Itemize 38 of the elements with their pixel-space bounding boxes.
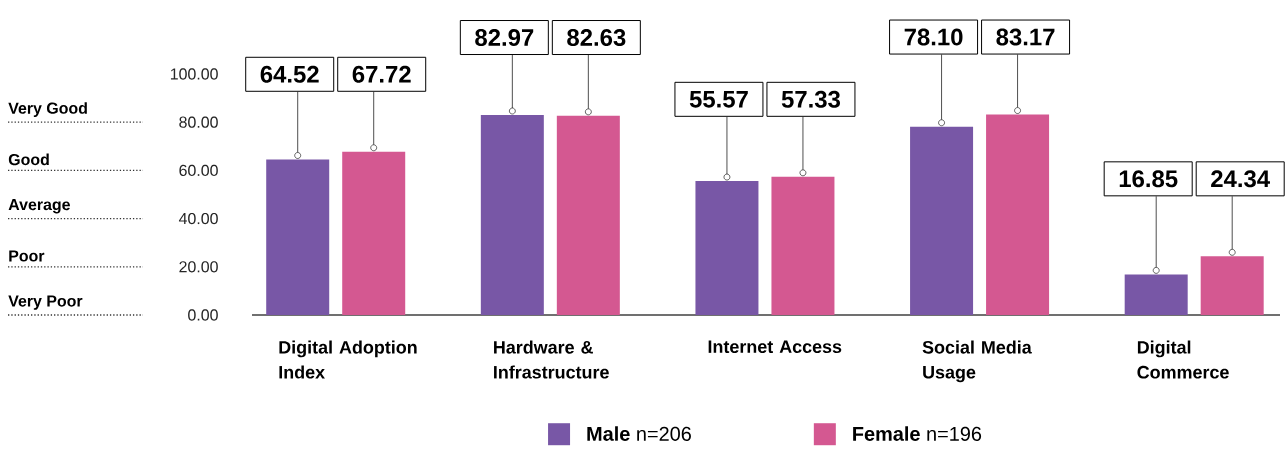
legend-label: Male n=206 bbox=[587, 426, 691, 441]
y-tick-label: 20.00 bbox=[179, 261, 218, 273]
x-tick-label: Social Media Usage bbox=[922, 340, 1032, 383]
bar bbox=[342, 151, 406, 315]
data-label: 64.52 bbox=[260, 65, 319, 83]
data-label: 55.57 bbox=[689, 90, 748, 108]
text: Poor bbox=[9, 250, 45, 262]
bar bbox=[266, 159, 330, 315]
text: Very Good bbox=[8, 102, 87, 117]
bar bbox=[556, 115, 620, 315]
y-tick-label: 40.00 bbox=[178, 212, 218, 225]
bar bbox=[771, 176, 835, 315]
data-label: 78.10 bbox=[904, 28, 963, 46]
bar bbox=[695, 181, 759, 315]
bar bbox=[910, 126, 974, 315]
data-label: 67.72 bbox=[352, 65, 411, 83]
x-tick-label: Digital Commerce bbox=[1137, 340, 1229, 379]
data-label: 24.34 bbox=[1211, 170, 1270, 188]
text: Very Poor bbox=[8, 295, 83, 310]
bar bbox=[1200, 256, 1264, 315]
y-tick-label: 80.00 bbox=[179, 116, 218, 128]
bar bbox=[480, 115, 544, 315]
text: Good bbox=[8, 153, 49, 166]
data-label: 16.85 bbox=[1119, 170, 1178, 188]
data-label: 83.17 bbox=[996, 28, 1055, 46]
text: Average bbox=[8, 199, 70, 214]
y-tick-label: 0.00 bbox=[188, 309, 218, 321]
data-label: 82.63 bbox=[567, 29, 626, 47]
y-tick-label: 60.00 bbox=[179, 164, 218, 177]
data-label: 82.97 bbox=[475, 29, 534, 46]
data-label: 57.33 bbox=[781, 90, 840, 108]
x-tick-label: Digital Adoption Index bbox=[279, 340, 417, 379]
x-tick-label: Hardware & Infrastructure bbox=[494, 340, 609, 379]
bar bbox=[1124, 274, 1188, 315]
y-tick-label: 100.00 bbox=[170, 68, 218, 80]
bar bbox=[986, 114, 1050, 315]
x-tick-label: Internet Access bbox=[708, 340, 842, 354]
legend-label: Female n=196 bbox=[853, 426, 982, 441]
